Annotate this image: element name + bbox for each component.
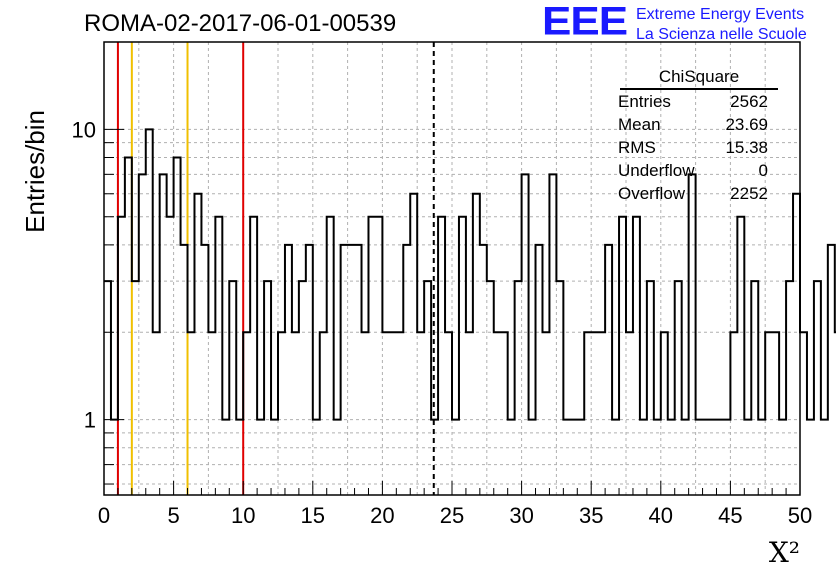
stats-value: 15.38: [725, 138, 768, 157]
x-tick-label: 10: [231, 503, 255, 528]
histogram-step: [104, 128, 836, 421]
x-tick-label: 0: [98, 503, 110, 528]
stats-key: Entries: [618, 92, 671, 111]
y-tick-label: 1: [84, 408, 96, 433]
x-tick-label: 25: [440, 503, 464, 528]
x-tick-label: 20: [370, 503, 394, 528]
stats-value: 0: [758, 161, 768, 180]
logo-line1: Extreme Energy Events: [636, 6, 805, 23]
x-tick-label: 15: [301, 503, 325, 528]
logo-mark: EEE: [542, 0, 628, 44]
stats-row-overflow: Overflow 2252: [612, 182, 778, 205]
chart-title: ROMA-02-2017-06-01-00539: [84, 10, 397, 37]
stats-row-entries: Entries 2562: [612, 90, 778, 113]
stats-value: 23.69: [725, 115, 768, 134]
stats-key: Mean: [618, 115, 661, 134]
x-tick-label: 5: [167, 503, 179, 528]
stats-row-underflow: Underflow 0: [612, 159, 778, 182]
logo-line2: La Scienza nelle Scuole: [636, 26, 807, 43]
x-tick-label: 40: [649, 503, 673, 528]
x-tick-label: 50: [788, 503, 812, 528]
stats-key: Overflow: [618, 184, 686, 203]
stats-row-rms: RMS 15.38: [612, 136, 778, 159]
stats-title: ChiSquare: [620, 67, 778, 90]
axis-ticks: 0 5 10 15 20 25 30 35 40 45 50 1 10: [72, 117, 813, 528]
x-tick-label: 30: [509, 503, 533, 528]
stats-value: 2562: [730, 92, 768, 111]
x-tick-label: 35: [579, 503, 603, 528]
plot-frame: [103, 41, 801, 496]
stats-key: Underflow: [618, 161, 695, 180]
stats-row-mean: Mean 23.69: [612, 113, 778, 136]
stats-key: RMS: [618, 138, 656, 157]
x-axis-label: X²: [768, 536, 800, 569]
stats-value: 2252: [730, 184, 768, 203]
y-tick-label: 10: [72, 117, 96, 142]
stats-box: ChiSquare Entries 2562 Mean 23.69 RMS 15…: [612, 67, 778, 205]
x-tick-label: 45: [718, 503, 742, 528]
marker-lines: [116, 42, 435, 495]
